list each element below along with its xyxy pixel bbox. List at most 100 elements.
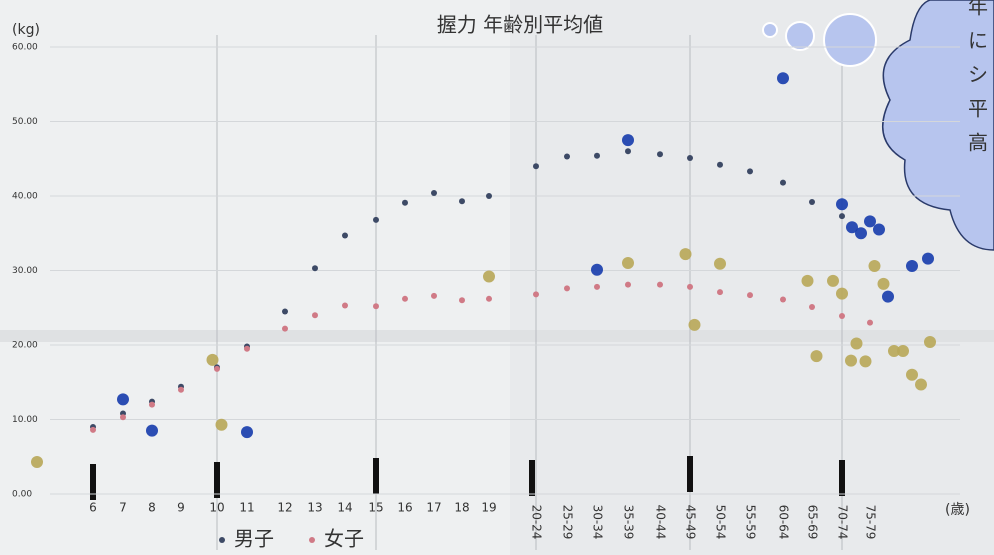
cloud-bubble bbox=[823, 13, 877, 67]
sticker-dot bbox=[827, 274, 839, 287]
data-point bbox=[486, 193, 492, 199]
x-tick-label: 75-79 bbox=[864, 505, 878, 540]
data-point bbox=[282, 325, 288, 332]
x-tick-label: 12 bbox=[277, 501, 292, 515]
sticker-dot bbox=[877, 277, 890, 290]
sticker-dot bbox=[206, 353, 219, 366]
data-point bbox=[244, 345, 250, 352]
x-tick-label: 6 bbox=[89, 501, 97, 515]
data-point bbox=[312, 265, 318, 272]
sticker-dot bbox=[915, 378, 927, 391]
sticker-dot bbox=[688, 318, 701, 331]
bar-marker bbox=[687, 456, 693, 492]
data-point bbox=[687, 283, 693, 290]
x-tick-label: 20-24 bbox=[530, 505, 544, 540]
data-point bbox=[486, 295, 492, 302]
sticker-dot bbox=[859, 355, 872, 368]
data-point bbox=[867, 319, 873, 326]
x-tick-label: 14 bbox=[337, 501, 352, 515]
y-tick-label: 0.00 bbox=[12, 490, 32, 500]
data-point bbox=[459, 198, 465, 205]
sticker-dot bbox=[924, 336, 936, 349]
sticker-dot bbox=[146, 424, 158, 437]
data-point bbox=[594, 152, 600, 159]
y-tick-label: 10.00 bbox=[12, 415, 38, 425]
bar-marker bbox=[839, 460, 845, 496]
x-tick-label: 18 bbox=[454, 501, 469, 515]
annotation: シ bbox=[968, 63, 988, 87]
legend-label: 女子 bbox=[324, 527, 364, 551]
x-tick-label: 65-69 bbox=[806, 505, 820, 540]
data-point bbox=[564, 153, 570, 160]
bar-marker bbox=[373, 458, 379, 494]
data-point bbox=[342, 302, 348, 309]
x-tick-label: 15 bbox=[368, 501, 383, 515]
fold bbox=[0, 330, 994, 342]
x-tick-label: 35-39 bbox=[622, 505, 636, 540]
y-tick-label: 50.00 bbox=[12, 117, 38, 127]
data-point bbox=[373, 303, 379, 310]
x-tick-label: 8 bbox=[148, 501, 156, 515]
cloud bbox=[882, 0, 994, 251]
black-bars bbox=[90, 456, 845, 500]
data-point bbox=[431, 190, 437, 197]
data-point bbox=[342, 232, 348, 239]
x-tick-label: 10 bbox=[209, 501, 224, 515]
data-point bbox=[809, 198, 815, 205]
data-point bbox=[402, 199, 408, 206]
legend-marker bbox=[309, 537, 315, 543]
sticker-dot bbox=[483, 270, 495, 283]
cloud-bubble bbox=[762, 22, 778, 38]
data-point bbox=[90, 426, 96, 433]
sticker-dot bbox=[714, 257, 726, 270]
data-point bbox=[312, 312, 318, 319]
sticker-dot bbox=[855, 227, 867, 240]
y-axis-label: (kg) bbox=[12, 22, 40, 38]
x-tick-label: 17 bbox=[426, 501, 441, 515]
bar-marker bbox=[529, 460, 535, 496]
sticker-dot bbox=[906, 260, 918, 273]
data-point bbox=[533, 163, 539, 170]
data-point bbox=[120, 414, 126, 421]
data-point bbox=[282, 308, 288, 315]
sticker-dot bbox=[882, 290, 894, 303]
bar-marker bbox=[90, 464, 96, 500]
data-point bbox=[564, 285, 570, 292]
x-tick-label: 13 bbox=[307, 501, 322, 515]
sticker-dot bbox=[888, 344, 900, 357]
annotation: 年 bbox=[968, 0, 988, 19]
x-tick-label: 25-29 bbox=[561, 505, 575, 540]
data-point bbox=[657, 281, 663, 288]
sticker-dot bbox=[591, 263, 603, 276]
sticker-dot bbox=[810, 350, 823, 363]
data-point bbox=[178, 386, 184, 393]
legend-marker bbox=[219, 537, 225, 543]
sticker-dot bbox=[836, 198, 848, 211]
sticker-dot bbox=[777, 72, 789, 85]
y-tick-label: 60.00 bbox=[12, 43, 38, 53]
sticker-dot bbox=[868, 260, 881, 273]
sticker-dot bbox=[906, 368, 918, 381]
x-tick-label: 70-74 bbox=[836, 505, 850, 540]
x-tick-label: 55-59 bbox=[744, 505, 758, 540]
x-tick-label: 16 bbox=[397, 501, 412, 515]
data-point bbox=[459, 297, 465, 304]
data-point bbox=[780, 179, 786, 186]
annotation: に bbox=[968, 29, 988, 53]
data-point bbox=[625, 148, 631, 155]
y-tick-label: 20.00 bbox=[12, 341, 38, 351]
data-point bbox=[839, 312, 845, 319]
data-point bbox=[657, 151, 663, 158]
data-point bbox=[431, 292, 437, 299]
data-point bbox=[717, 161, 723, 168]
x-tick-label: 7 bbox=[119, 501, 127, 515]
data-point bbox=[594, 283, 600, 290]
sticker-dot bbox=[922, 252, 934, 265]
data-point bbox=[747, 292, 753, 299]
sticker-dot bbox=[897, 344, 909, 357]
sticker-dot bbox=[215, 418, 228, 431]
sticker-dot bbox=[873, 223, 885, 236]
x-tick-label: 60-64 bbox=[777, 505, 791, 540]
sticker-dot bbox=[31, 455, 43, 468]
y-tick-label: 30.00 bbox=[12, 266, 38, 276]
